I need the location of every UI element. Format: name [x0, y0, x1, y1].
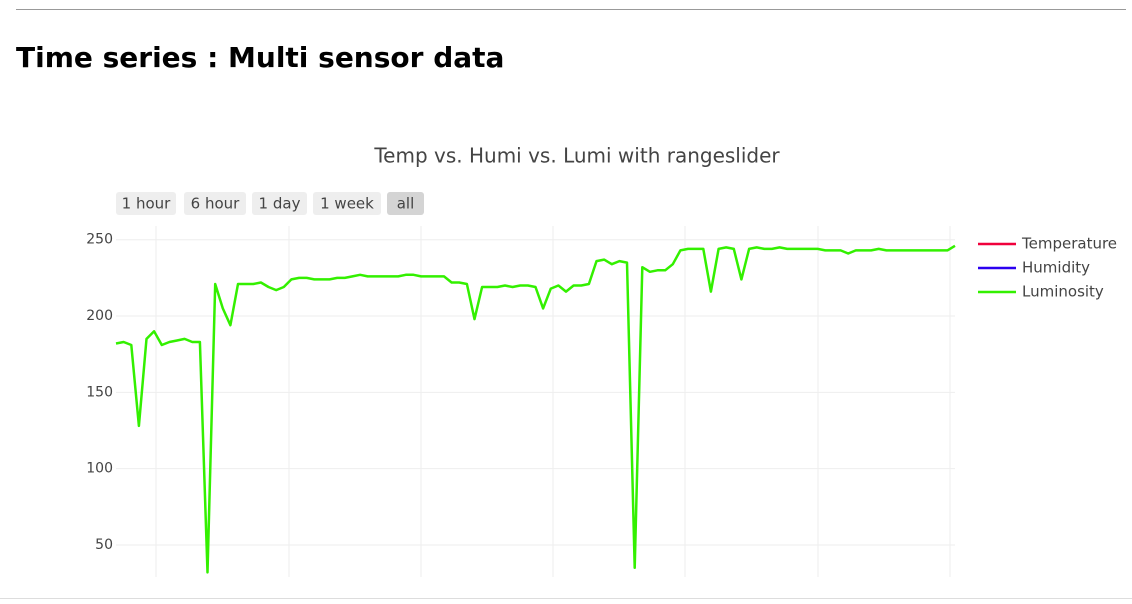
range-button[interactable]: 1 week — [313, 192, 381, 215]
range-button-bg — [387, 192, 424, 215]
chart-title: Temp vs. Humi vs. Lumi with rangeslider — [373, 144, 780, 168]
y-tick-label: 200 — [86, 308, 113, 324]
series-line — [115, 244, 956, 574]
range-button-bg — [252, 192, 307, 215]
y-tick-label: 150 — [86, 384, 113, 400]
y-tick-label: 250 — [86, 232, 113, 248]
range-button-bg — [116, 192, 176, 215]
legend-label: Temperature — [1021, 235, 1117, 253]
page-heading: Time series : Multi sensor data — [16, 41, 504, 74]
range-button-bg — [313, 192, 381, 215]
legend-label: Humidity — [1022, 259, 1090, 277]
range-button[interactable]: 1 day — [252, 192, 307, 215]
y-tick-label: 100 — [86, 461, 113, 477]
range-button-label: 1 day — [259, 195, 301, 213]
range-button[interactable]: 1 hour — [116, 192, 176, 215]
range-button[interactable]: all — [387, 192, 424, 215]
range-button-label: 1 week — [320, 195, 374, 213]
x-grid — [155, 226, 951, 577]
range-button[interactable]: 6 hour — [184, 192, 246, 215]
y-tick-label: 50 — [95, 537, 113, 553]
range-button-label: 1 hour — [122, 195, 172, 213]
legend-label: Luminosity — [1022, 283, 1104, 301]
range-button-bg — [184, 192, 246, 215]
range-button-label: all — [397, 195, 415, 213]
range-button-label: 6 hour — [191, 195, 241, 213]
